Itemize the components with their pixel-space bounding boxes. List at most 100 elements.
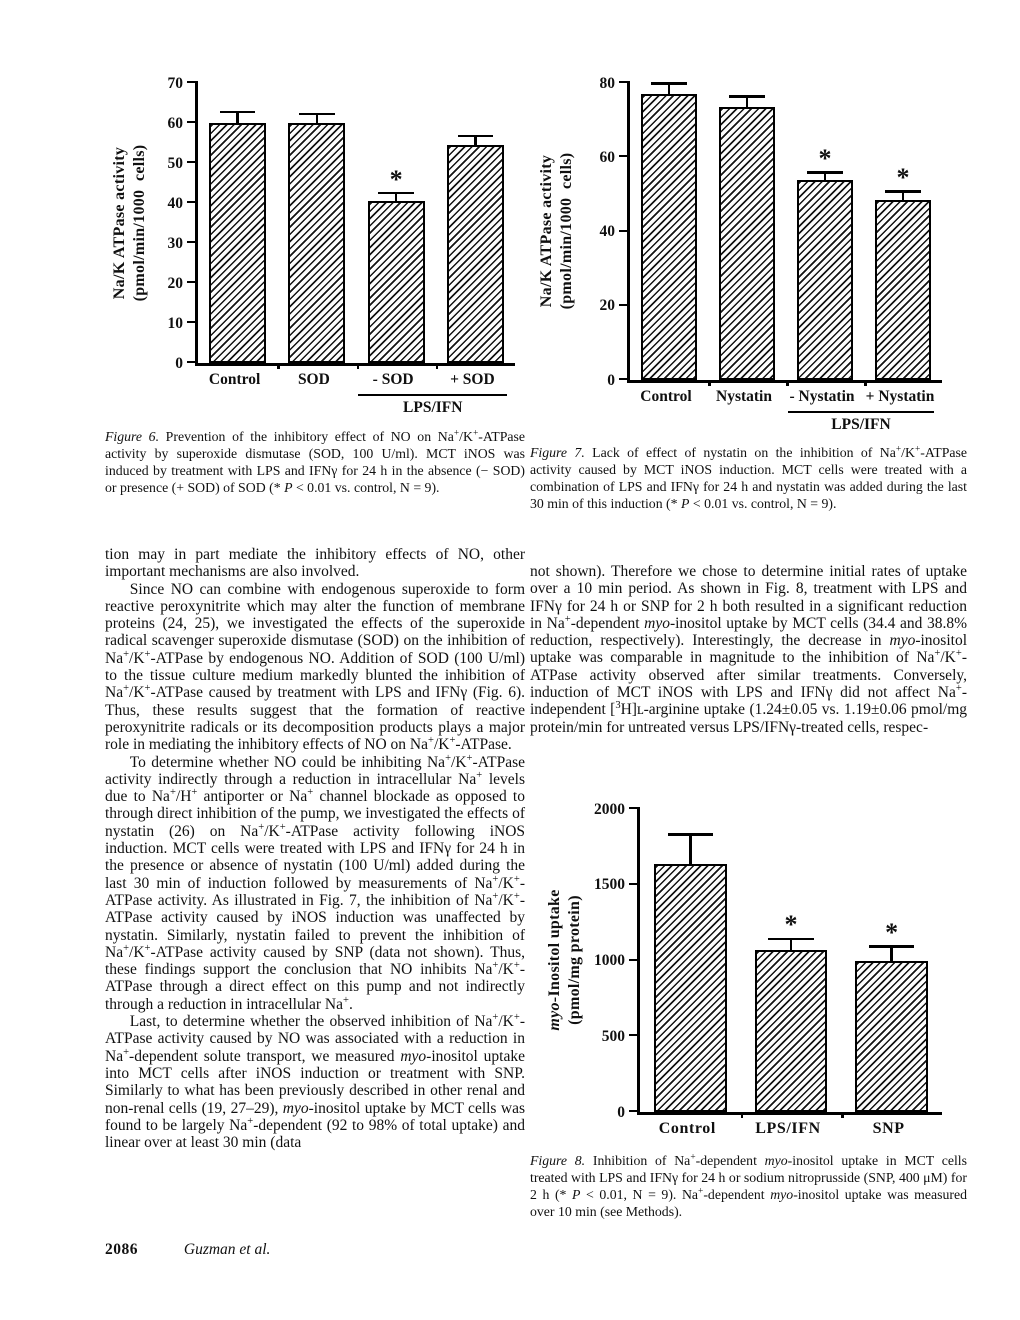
y-tick-label: 0 <box>617 1103 625 1121</box>
error-bar-cap <box>768 937 814 941</box>
figure7-y-axis-label: Na/K ATPase activity (pmol/min/1000 cells… <box>538 152 575 310</box>
x-category-label: Control <box>208 371 261 388</box>
y-axis-tick <box>629 1034 640 1037</box>
x-category-label: - SOD <box>372 371 414 388</box>
y-axis-tick <box>619 155 630 158</box>
bar-Control <box>640 94 698 380</box>
y-axis-tick <box>187 81 198 83</box>
bar-+ Nystatin <box>874 199 932 380</box>
y-tick-label: 10 <box>167 314 184 332</box>
y-tick-label: 500 <box>601 1027 625 1045</box>
figure7-bar-chart: Na/K ATPase activity (pmol/min/1000 cells… <box>520 58 972 458</box>
figure6-bar-chart: Na/K ATPase activity (pmol/min/1000 cells… <box>100 58 526 430</box>
error-bar-cap <box>219 110 256 113</box>
left-text-column: tion may in part mediate the inhibitory … <box>105 546 525 1151</box>
x-category-label: Control <box>658 1120 716 1137</box>
figure6-y-axis-label: Na/K ATPase activity (pmol/min/1000 cells… <box>111 144 148 302</box>
figure8-plot-area: 0 500 1000 1500 2000 * * <box>594 801 942 1119</box>
error-bar-cap <box>869 945 915 948</box>
running-authors: Guzman et al. <box>183 1241 271 1258</box>
error-bar-stem <box>789 940 793 950</box>
x-category-label: Nystatin <box>716 388 772 405</box>
x-category-label: + SOD <box>450 371 495 388</box>
error-bar-stem <box>315 115 319 123</box>
body-paragraph: Last, to determine whether the observed … <box>105 1011 525 1152</box>
x-category-label: SOD <box>297 371 330 388</box>
y-axis-tick <box>629 1110 640 1112</box>
significance-asterisk: * <box>818 144 832 174</box>
y-tick-label: 1500 <box>594 876 625 893</box>
x-category-label: - Nystatin <box>789 388 855 405</box>
y-axis-tick <box>629 882 640 885</box>
y-tick-label: 60 <box>167 114 184 132</box>
y-tick-label: 70 <box>167 74 184 92</box>
x-axis-tick <box>864 380 867 386</box>
error-bar-stem <box>474 137 477 145</box>
y-tick-label: 40 <box>167 194 184 212</box>
bar-- Nystatin <box>796 179 854 380</box>
x-category-label: SNP <box>872 1120 905 1137</box>
body-paragraph: not shown). Therefore we chose to determ… <box>530 563 968 736</box>
y-axis-tick <box>619 81 630 83</box>
page-footer: 2086 Guzman et al. <box>105 1241 270 1259</box>
x-axis-tick <box>356 363 359 369</box>
significance-asterisk: * <box>784 910 798 940</box>
group-underline <box>358 394 508 396</box>
error-bar-stem <box>689 835 692 864</box>
bar-+ SOD <box>446 145 504 363</box>
error-bar-stem <box>890 947 893 961</box>
bar-Control <box>209 123 267 363</box>
body-paragraph: tion may in part mediate the inhibitory … <box>105 546 525 581</box>
x-axis-tick <box>786 380 789 386</box>
error-bar-cap <box>299 112 335 115</box>
bar-Nystatin <box>718 107 776 380</box>
y-axis-tick <box>629 807 640 809</box>
error-bar-stem <box>236 113 239 123</box>
error-bar-cap <box>667 833 713 836</box>
x-axis-tick <box>708 380 711 386</box>
y-tick-label: 20 <box>167 274 184 292</box>
y-tick-label: 60 <box>599 148 616 166</box>
group-underline <box>787 411 935 413</box>
figure7-plot-area: 0 20 40 60 80 * * <box>600 75 942 387</box>
bar-SNP <box>855 960 928 1112</box>
page-number: 2086 <box>105 1241 138 1258</box>
figure8-x-axis-labels: Control LPS/IFN SNP <box>637 1120 939 1140</box>
group-label: LPS/IFN <box>403 399 463 416</box>
y-tick-label: 80 <box>599 74 616 92</box>
y-axis-tick <box>187 281 198 283</box>
y-tick-label: 20 <box>599 297 616 314</box>
bar-Control <box>654 863 727 1112</box>
y-tick-label: 0 <box>607 371 615 389</box>
error-bar-cap <box>378 191 414 195</box>
error-bar-cap <box>729 95 765 98</box>
bar-SOD <box>288 123 346 363</box>
x-category-label: Control <box>640 388 692 405</box>
error-bar-stem <box>667 84 671 95</box>
y-axis-tick <box>619 229 630 232</box>
y-axis-tick <box>187 321 198 323</box>
x-category-label: LPS/IFN <box>755 1120 821 1137</box>
error-bar-stem <box>823 173 827 180</box>
y-axis-tick <box>619 378 630 380</box>
y-tick-label: 30 <box>167 234 184 252</box>
x-axis-tick <box>740 1112 744 1118</box>
y-tick-label: 50 <box>167 154 184 172</box>
y-axis-tick <box>629 958 640 961</box>
figure6-x-axis-labels: Control SOD - SOD + SOD LPS/IFN <box>195 371 512 416</box>
significance-asterisk: * <box>885 918 899 948</box>
figure6-plot-area: 0 10 20 30 40 50 60 70 * <box>168 75 515 370</box>
error-bar-cap <box>457 134 494 137</box>
significance-asterisk: * <box>896 162 910 192</box>
error-bar-cap <box>651 82 687 85</box>
significance-asterisk: * <box>389 164 403 194</box>
figure6-caption: Figure 6. Prevention of the inhibitory e… <box>105 428 525 495</box>
group-label: LPS/IFN <box>831 416 891 433</box>
y-tick-label: 0 <box>175 354 183 372</box>
figure8-y-axis-label: myo-Inositol uptake (pmol/mg protein) <box>546 889 583 1031</box>
bar-- SOD <box>367 201 425 363</box>
y-axis-tick <box>619 303 630 306</box>
figure7-x-axis-labels: Control Nystatin - Nystatin + Nystatin LPS/I… <box>627 388 939 433</box>
error-bar-cap <box>885 190 921 193</box>
y-axis-tick <box>187 161 198 163</box>
